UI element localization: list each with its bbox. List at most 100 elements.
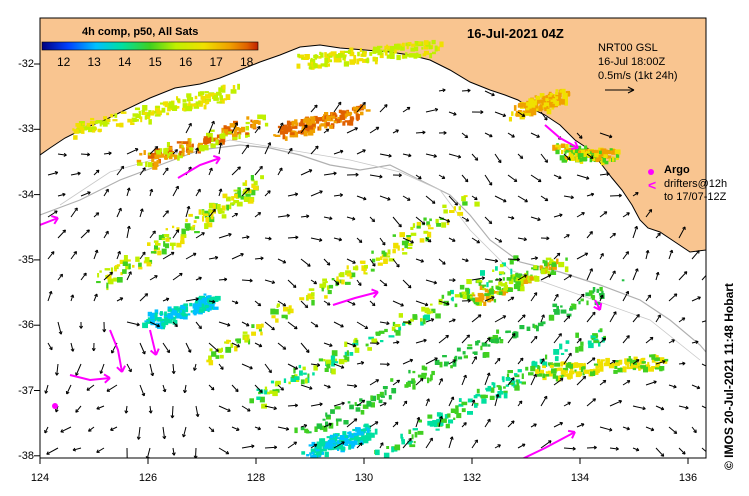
sst-pixel bbox=[306, 295, 309, 301]
sst-pixel bbox=[222, 140, 225, 145]
current-vector-head bbox=[142, 350, 146, 355]
current-vector bbox=[300, 215, 310, 218]
current-vector-head bbox=[602, 337, 607, 342]
current-vector bbox=[540, 274, 552, 281]
y-tick-label: -33 bbox=[18, 123, 34, 136]
sst-pixel bbox=[589, 154, 594, 158]
sst-pixel bbox=[603, 149, 608, 153]
current-vector bbox=[678, 317, 686, 323]
current-vector bbox=[379, 195, 391, 201]
sst-pixel bbox=[96, 120, 103, 124]
sst-pixel bbox=[354, 435, 359, 441]
current-vector bbox=[576, 293, 585, 302]
sst-pixel bbox=[253, 181, 258, 185]
sst-pixel bbox=[188, 138, 192, 144]
current-vector bbox=[530, 423, 537, 428]
sst-pixel bbox=[535, 105, 539, 112]
sst-pixel bbox=[493, 298, 497, 303]
sst-pixel bbox=[103, 116, 108, 120]
current-vector-head bbox=[257, 212, 262, 216]
sst-pixel bbox=[191, 103, 197, 107]
sst-pixel bbox=[578, 345, 584, 352]
sst-pixel bbox=[81, 126, 87, 131]
sst-pixel bbox=[447, 291, 451, 296]
current-vector-head bbox=[450, 396, 455, 400]
sst-pixel bbox=[394, 324, 401, 328]
sst-pixel bbox=[533, 265, 538, 269]
current-vector-head bbox=[268, 236, 272, 241]
current-vector bbox=[323, 384, 331, 388]
sst-pixel bbox=[86, 125, 90, 130]
current-vector-head bbox=[406, 106, 411, 111]
sst-pixel bbox=[324, 367, 329, 372]
sst-pixel bbox=[251, 324, 255, 328]
current-vector-head bbox=[464, 134, 469, 139]
sst-pixel bbox=[274, 134, 281, 137]
sst-pixel bbox=[256, 396, 261, 400]
sst-pixel bbox=[180, 240, 185, 245]
current-vector-head bbox=[464, 178, 469, 183]
sst-pixel bbox=[463, 355, 468, 359]
current-vector-head bbox=[707, 452, 710, 455]
sst-pixel bbox=[330, 51, 337, 56]
sst-pixel bbox=[394, 49, 397, 53]
sst-pixel bbox=[316, 451, 322, 456]
current-vector-head bbox=[494, 258, 499, 263]
current-vector bbox=[540, 153, 548, 163]
sst-pixel bbox=[349, 435, 355, 438]
current-vector bbox=[484, 90, 495, 96]
sst-pixel bbox=[188, 213, 193, 217]
current-vector-head bbox=[546, 236, 550, 241]
sst-pixel bbox=[320, 63, 325, 67]
sst-pixel bbox=[574, 369, 577, 372]
current-vector bbox=[563, 352, 572, 365]
sst-pixel bbox=[524, 112, 531, 116]
sst-pixel bbox=[226, 204, 229, 211]
sst-pixel bbox=[360, 260, 366, 264]
sst-pixel bbox=[328, 422, 334, 429]
current-vector bbox=[517, 195, 528, 203]
current-vector bbox=[678, 362, 686, 365]
current-vector bbox=[93, 212, 100, 218]
current-vector-head bbox=[245, 322, 250, 327]
sst-pixel bbox=[276, 303, 280, 307]
current-vector bbox=[494, 444, 501, 449]
sst-pixel bbox=[537, 107, 540, 111]
sst-pixel bbox=[394, 329, 397, 333]
current-vector bbox=[93, 169, 100, 176]
sst-pixel bbox=[238, 133, 241, 140]
sst-pixel bbox=[499, 341, 504, 344]
current-vector bbox=[586, 153, 594, 159]
current-vector bbox=[70, 172, 81, 176]
sst-pixel bbox=[232, 133, 238, 137]
current-vector bbox=[333, 441, 345, 449]
sst-pixel bbox=[363, 269, 366, 275]
sst-pixel bbox=[552, 373, 557, 379]
current-vector bbox=[356, 362, 364, 365]
current-vector-head bbox=[488, 182, 493, 186]
sst-pixel bbox=[356, 116, 359, 122]
current-vector bbox=[56, 363, 59, 376]
current-vector bbox=[139, 251, 146, 260]
sst-pixel bbox=[575, 156, 580, 163]
sst-pixel bbox=[503, 390, 508, 394]
current-vector-head bbox=[220, 366, 224, 370]
sst-pixel bbox=[406, 246, 413, 249]
sst-pixel bbox=[615, 157, 619, 160]
sst-pixel bbox=[304, 428, 309, 433]
sst-pixel bbox=[245, 125, 249, 131]
sst-pixel bbox=[137, 162, 143, 166]
current-vector-head bbox=[327, 384, 331, 389]
sst-pixel bbox=[164, 149, 170, 155]
current-vector-head bbox=[645, 249, 650, 254]
sst-pixel bbox=[531, 361, 538, 368]
sst-pixel bbox=[223, 129, 229, 135]
current-vector-head bbox=[653, 380, 657, 385]
sst-pixel bbox=[197, 297, 203, 300]
current-vector bbox=[471, 195, 478, 201]
drifter-track bbox=[332, 291, 379, 306]
current-vector bbox=[609, 447, 619, 450]
sst-pixel bbox=[339, 435, 345, 440]
sst-pixel bbox=[300, 426, 305, 431]
sst-pixel bbox=[565, 257, 568, 261]
